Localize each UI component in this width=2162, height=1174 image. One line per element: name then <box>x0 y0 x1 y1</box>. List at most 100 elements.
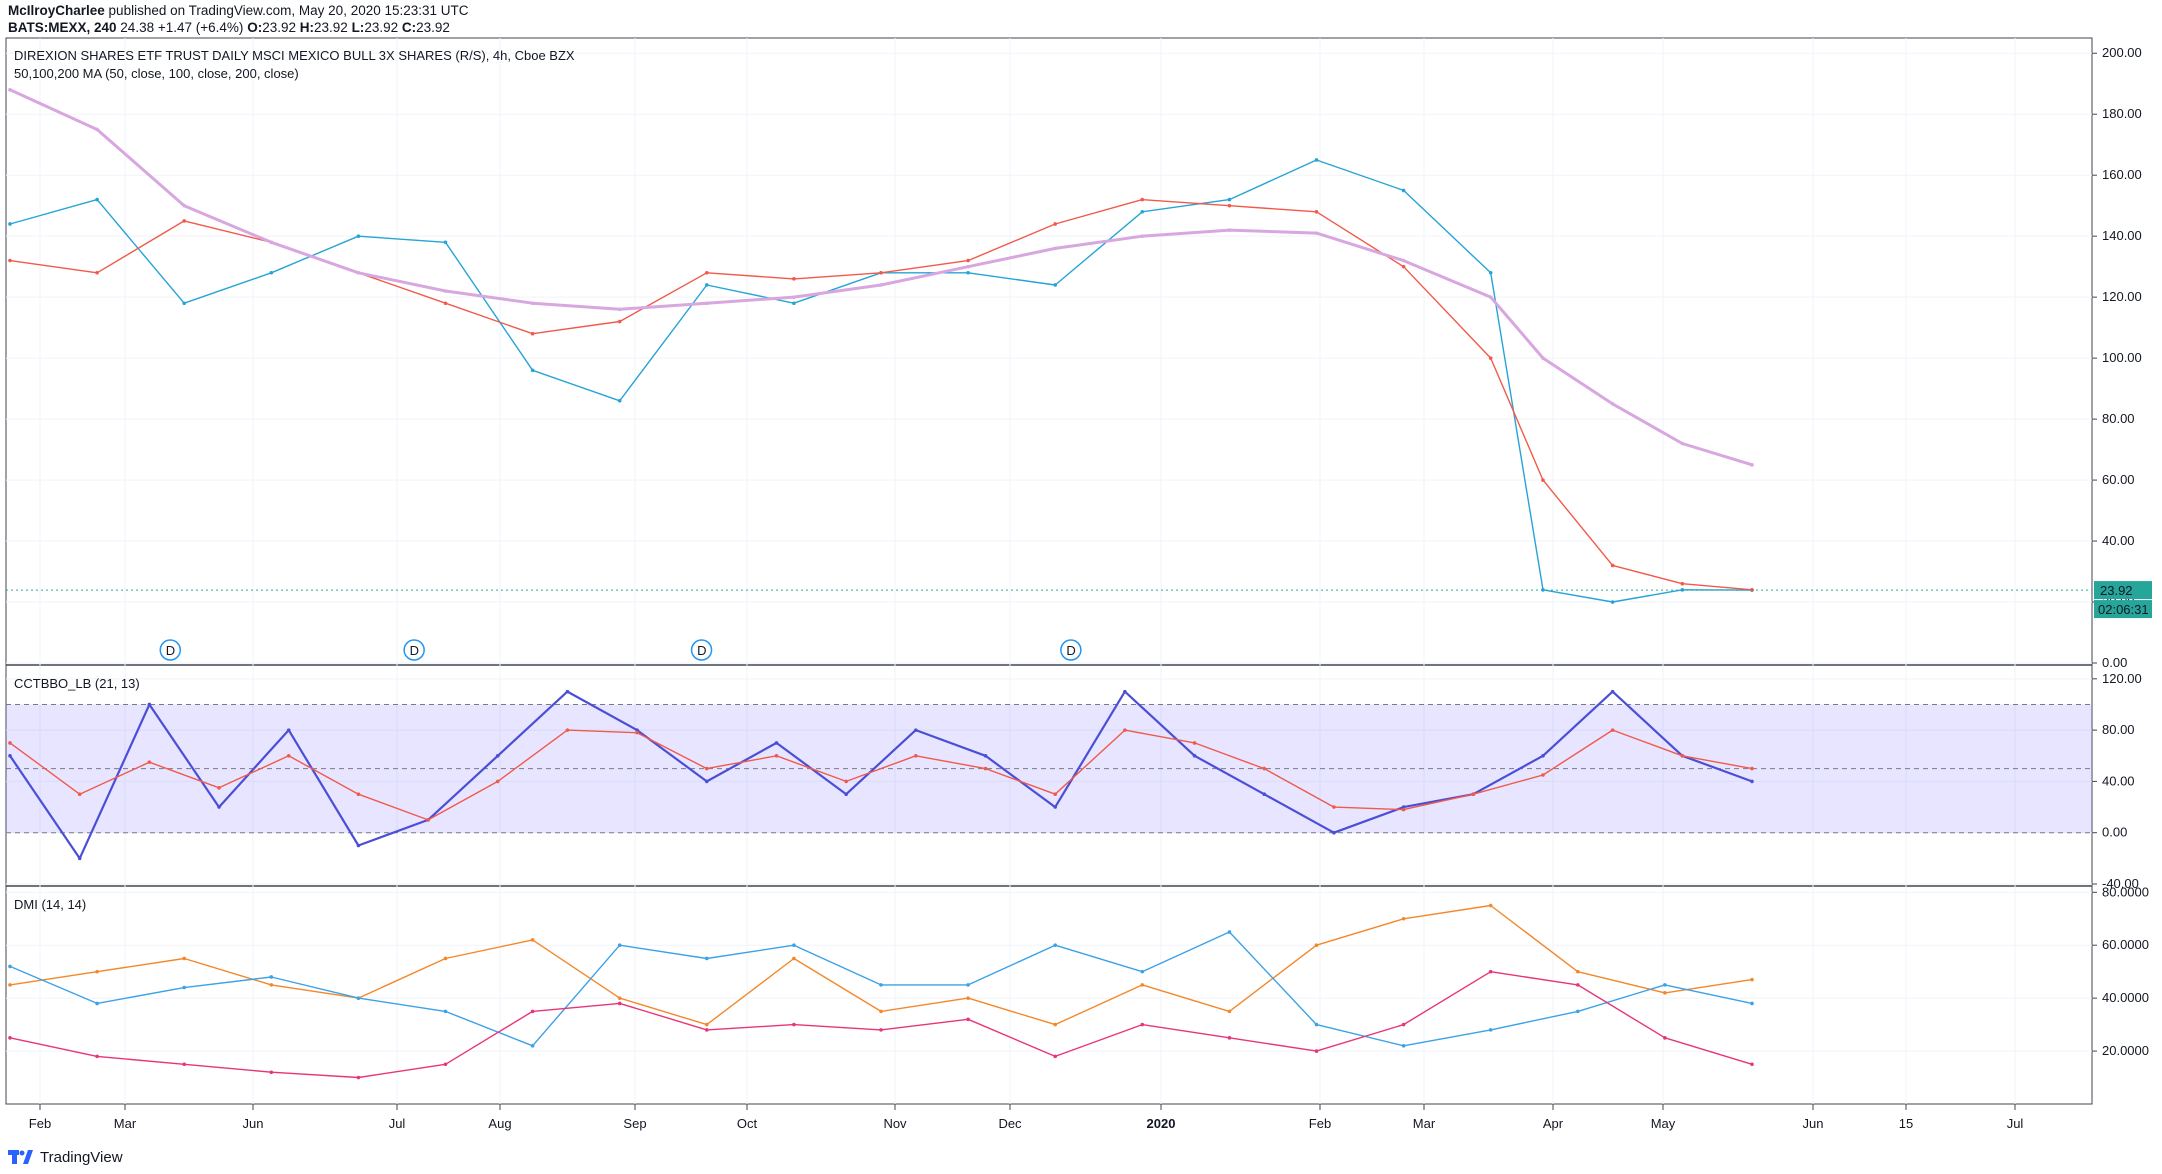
data-point[interactable] <box>8 983 12 987</box>
data-point[interactable] <box>1610 728 1615 732</box>
dividend-marker-icon[interactable] <box>690 639 713 661</box>
data-point[interactable] <box>705 779 709 784</box>
data-point[interactable] <box>879 283 883 287</box>
data-point[interactable] <box>182 203 186 208</box>
data-point[interactable] <box>1053 222 1057 226</box>
data-point[interactable] <box>617 1001 622 1006</box>
data-point[interactable] <box>1227 930 1232 934</box>
data-point[interactable] <box>1140 969 1145 974</box>
data-point[interactable] <box>269 270 274 275</box>
data-point[interactable] <box>182 219 186 223</box>
data-point[interactable] <box>617 319 622 324</box>
data-point[interactable] <box>983 766 988 771</box>
data-point[interactable] <box>879 983 883 987</box>
data-point[interactable] <box>286 753 291 758</box>
data-point[interactable] <box>1488 1028 1493 1032</box>
data-point[interactable] <box>1053 805 1057 809</box>
data-point[interactable] <box>8 222 12 226</box>
data-point[interactable] <box>565 728 570 732</box>
data-point[interactable] <box>705 270 709 275</box>
data-point[interactable] <box>443 956 448 961</box>
data-point[interactable] <box>844 779 848 784</box>
data-point[interactable] <box>269 983 274 987</box>
data-point[interactable] <box>705 956 709 961</box>
data-point[interactable] <box>217 805 221 809</box>
data-point[interactable] <box>1053 943 1057 948</box>
data-point[interactable] <box>617 399 622 403</box>
data-point[interactable] <box>1488 356 1493 360</box>
data-point[interactable] <box>1053 283 1057 287</box>
data-point[interactable] <box>617 307 622 312</box>
dmi-pane[interactable]: 80.0000 60.0000 40.0000 20.0000 DMI (14, 14) <box>6 884 2149 1080</box>
data-point[interactable] <box>617 943 622 948</box>
data-point[interactable] <box>95 270 99 275</box>
data-point[interactable] <box>95 1054 99 1059</box>
data-point[interactable] <box>792 956 796 961</box>
data-point[interactable] <box>1576 983 1580 987</box>
oscillator-pane[interactable]: 120.00 80.00 40.00 0.00 -40.00 CCTBBO_LB (21,… <box>6 671 2142 891</box>
data-point[interactable] <box>1140 197 1145 202</box>
data-point[interactable] <box>182 301 186 306</box>
data-point[interactable] <box>1332 830 1336 835</box>
data-point[interactable] <box>8 258 12 263</box>
dividend-marker-icon[interactable] <box>403 639 425 661</box>
data-point[interactable] <box>1576 969 1580 974</box>
data-point[interactable] <box>1227 1036 1232 1040</box>
data-point[interactable] <box>356 843 361 848</box>
data-point[interactable] <box>879 1028 883 1032</box>
data-point[interactable] <box>8 1036 12 1040</box>
data-point[interactable] <box>182 985 186 990</box>
data-point[interactable] <box>443 240 448 245</box>
data-point[interactable] <box>356 234 361 238</box>
data-point[interactable] <box>1314 231 1319 235</box>
data-point[interactable] <box>565 689 570 694</box>
data-point[interactable] <box>77 792 82 797</box>
last-price-badge[interactable] <box>2094 581 2152 600</box>
series-line[interactable] <box>9 904 1753 1026</box>
data-point[interactable] <box>269 1070 274 1075</box>
data-point[interactable] <box>1680 441 1685 446</box>
data-point[interactable] <box>1663 1036 1667 1040</box>
symbol-label[interactable]: BATS:MEXX, 240 <box>8 20 117 35</box>
data-point[interactable] <box>1314 1049 1319 1053</box>
data-point[interactable] <box>792 1022 796 1027</box>
data-point[interactable] <box>77 856 82 861</box>
data-point[interactable] <box>879 270 883 275</box>
data-point[interactable] <box>443 301 448 306</box>
data-point[interactable] <box>844 792 848 797</box>
data-point[interactable] <box>1401 188 1406 193</box>
data-point[interactable] <box>1140 234 1145 238</box>
data-point[interactable] <box>1488 295 1493 299</box>
series-line[interactable] <box>9 729 1753 821</box>
data-point[interactable] <box>8 88 12 92</box>
data-point[interactable] <box>1401 258 1406 263</box>
data-point[interactable] <box>792 277 796 281</box>
data-point[interactable] <box>1541 773 1545 777</box>
data-point[interactable] <box>705 1028 709 1032</box>
data-point[interactable] <box>1401 264 1406 269</box>
data-point[interactable] <box>966 270 970 275</box>
data-point[interactable] <box>1140 209 1145 214</box>
data-point[interactable] <box>269 975 274 979</box>
data-point[interactable] <box>1227 228 1232 232</box>
data-point[interactable] <box>1401 1043 1406 1048</box>
data-point[interactable] <box>1541 478 1545 482</box>
data-point[interactable] <box>530 938 535 942</box>
data-point[interactable] <box>1663 991 1667 995</box>
data-point[interactable] <box>530 331 535 336</box>
data-point[interactable] <box>792 943 796 948</box>
data-point[interactable] <box>1227 197 1232 202</box>
data-point[interactable] <box>356 996 361 1000</box>
series-line[interactable] <box>9 198 1753 591</box>
data-point[interactable] <box>1314 943 1319 948</box>
data-point[interactable] <box>1123 689 1127 694</box>
data-point[interactable] <box>356 1075 361 1080</box>
data-point[interactable] <box>1750 463 1754 467</box>
series-line[interactable] <box>9 88 1753 467</box>
tradingview-branding[interactable]: TradingView <box>8 1148 123 1166</box>
data-point[interactable] <box>8 741 12 745</box>
dividend-marker-icon[interactable] <box>159 639 182 661</box>
data-point[interactable] <box>95 969 99 974</box>
data-point[interactable] <box>443 289 448 293</box>
